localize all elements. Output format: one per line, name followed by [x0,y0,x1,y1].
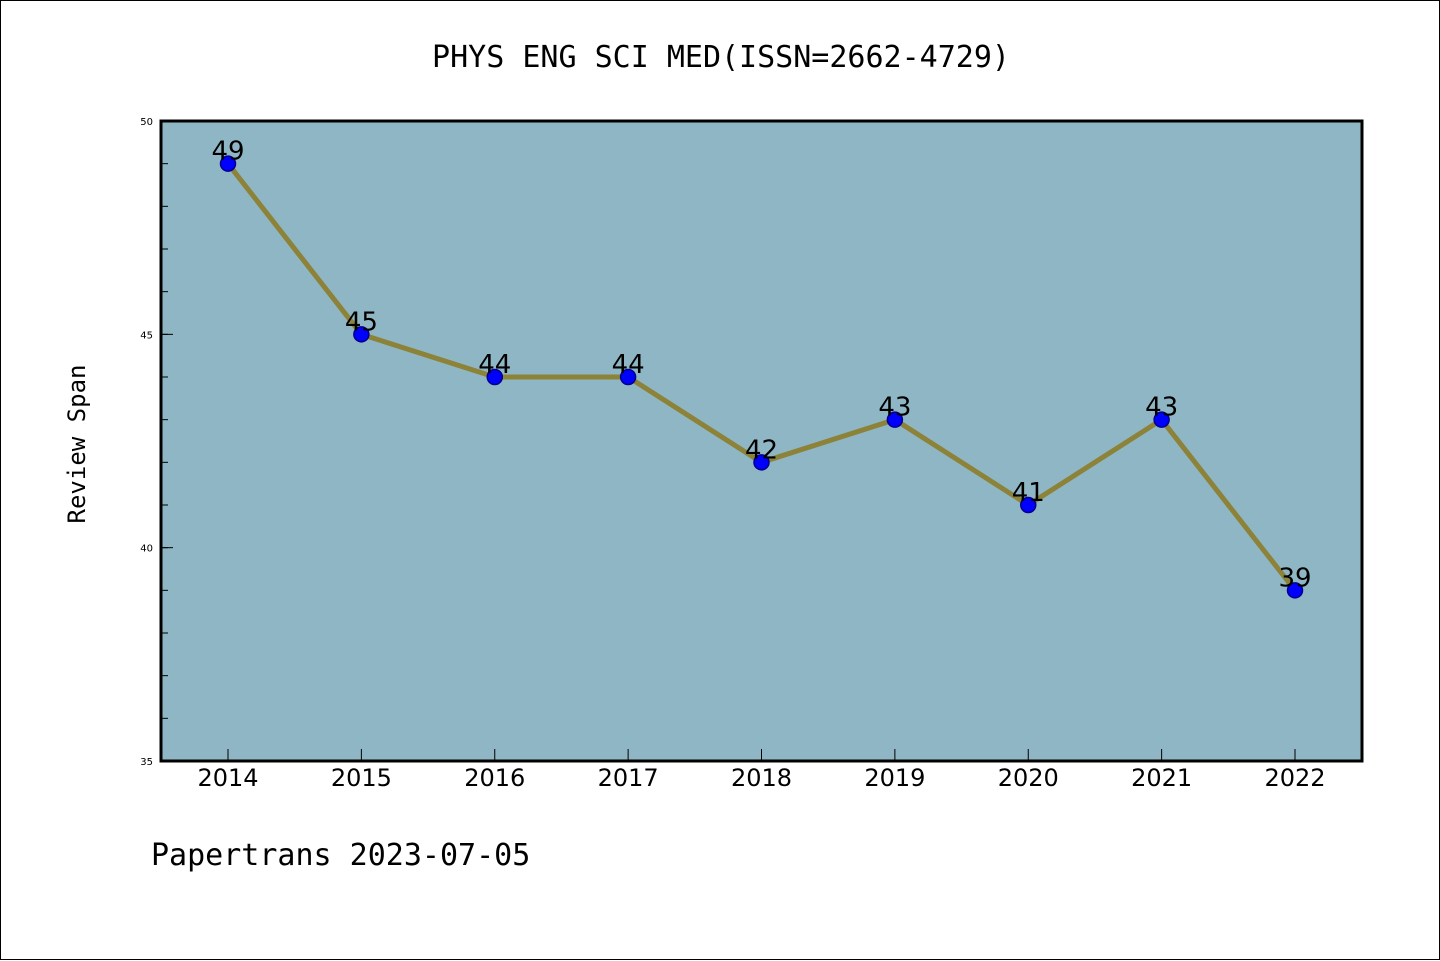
plot-area [161,121,1362,761]
y-tick-label: 40 [140,544,153,555]
x-tick-label: 2014 [197,764,258,792]
data-point [619,368,637,386]
data-point [353,326,370,343]
y-tick-label: 45 [140,330,153,341]
x-tick-label: 2016 [464,764,525,792]
data-point [486,368,503,386]
data-label: 45 [345,307,378,337]
data-label: 44 [612,350,645,380]
data-label: 43 [878,393,911,423]
data-point [219,155,237,172]
x-tick-label: 2015 [331,764,392,792]
x-axis-ticks: 2014 2015 2016 2017 2018 2019 2020 2021 2022 [197,749,1326,792]
data-point [1020,496,1037,514]
data-label: 42 [745,435,778,465]
x-tick-label: 2022 [1264,764,1325,792]
y-tick-label: 50 [140,117,153,128]
data-point [1153,411,1170,428]
footer-date: Papertrans 2023-07-05 [151,838,530,873]
data-label: 41 [1012,478,1045,508]
data-point [886,411,904,428]
y-tick-label: 35 [140,757,153,768]
data-point [1286,582,1304,599]
x-tick-label: 2018 [731,764,792,792]
plot-border [159,119,1364,763]
data-markers [219,155,1304,599]
x-tick-label: 2019 [864,764,925,792]
y-axis-label: Review Span [63,365,91,524]
data-labels: 49 45 44 44 42 43 41 43 39 [211,137,1311,594]
data-point [753,454,770,471]
x-tick-label: 2017 [598,764,659,792]
x-tick-label: 2020 [998,764,1059,792]
data-label: 39 [1278,563,1311,593]
data-label: 49 [211,137,244,167]
data-label: 44 [478,350,511,380]
data-label: 43 [1145,393,1178,423]
x-tick-label: 2021 [1131,764,1192,792]
chart-title: PHYS ENG SCI MED(ISSN=2662-4729) [432,40,1010,75]
